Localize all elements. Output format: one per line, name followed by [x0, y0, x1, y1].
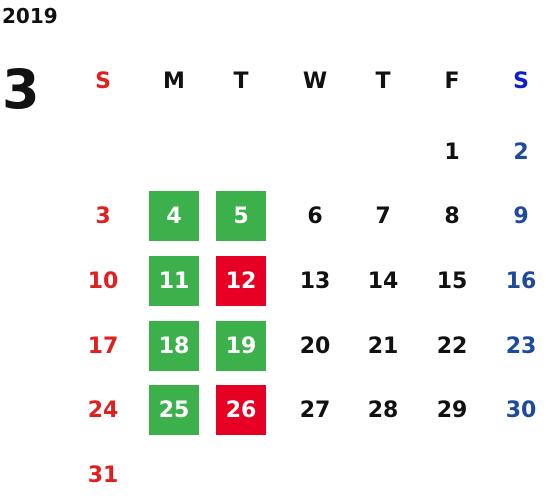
day: 28 [367, 397, 399, 423]
day: 14 [367, 268, 399, 294]
day: 26 [216, 385, 266, 435]
day: 17 [87, 333, 119, 359]
weekday: F [444, 68, 460, 94]
weekday: T [375, 68, 391, 94]
day: 5 [216, 191, 266, 241]
year: 2019 [2, 4, 58, 28]
day: 10 [87, 268, 119, 294]
day: 23 [505, 333, 537, 359]
day: 8 [444, 203, 460, 229]
day: 21 [367, 333, 399, 359]
day: 31 [87, 462, 119, 488]
day: 3 [95, 203, 111, 229]
day: 15 [436, 268, 468, 294]
day: 22 [436, 333, 468, 359]
day: 27 [299, 397, 331, 423]
day: 25 [149, 385, 199, 435]
weekday: W [302, 68, 328, 94]
day: 20 [299, 333, 331, 359]
day: 12 [216, 256, 266, 306]
day: 29 [436, 397, 468, 423]
day: 2 [513, 139, 529, 165]
month: 3 [2, 58, 40, 121]
day: 11 [149, 256, 199, 306]
weekday: T [233, 68, 249, 94]
weekday: S [95, 68, 111, 94]
day: 24 [87, 397, 119, 423]
day: 16 [505, 268, 537, 294]
day: 7 [375, 203, 391, 229]
day: 18 [149, 321, 199, 371]
day: 4 [149, 191, 199, 241]
day: 6 [307, 203, 323, 229]
day: 19 [216, 321, 266, 371]
day: 13 [299, 268, 331, 294]
day: 9 [513, 203, 529, 229]
weekday: M [163, 68, 185, 94]
day: 1 [444, 139, 460, 165]
day: 30 [505, 397, 537, 423]
weekday: S [513, 68, 529, 94]
